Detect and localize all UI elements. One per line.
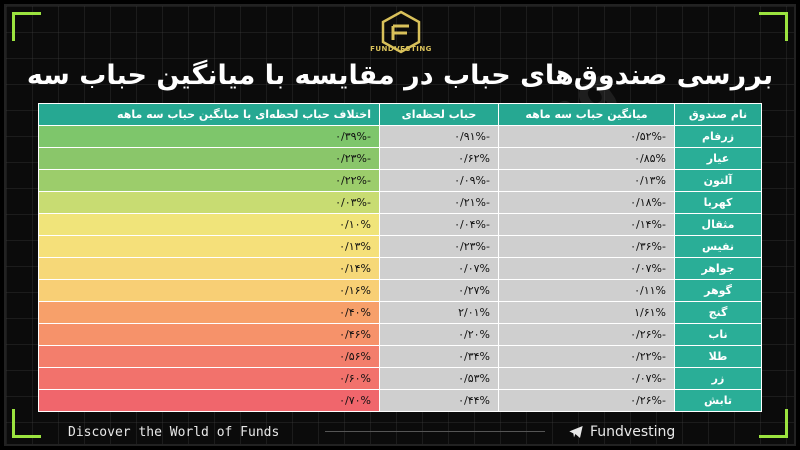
table-row: جواهر -۰/۰۷% ۰/۰۷% ۰/۱۴% [38,257,762,280]
fund-name-cell: جواهر [674,257,762,280]
three-month-average-cell: ۰/۱۳% [498,169,675,192]
three-month-average-cell: -۰/۰۷% [498,367,675,390]
table-row: ناب -۰/۲۶% ۰/۲۰% ۰/۴۶% [38,323,762,346]
table-row: زر -۰/۰۷% ۰/۵۳% ۰/۶۰% [38,367,762,390]
bubble-difference-cell: ۰/۱۰% [38,213,380,236]
header-fund-name: نام صندوق [674,103,762,126]
fund-name-cell: عیار [674,147,762,170]
three-month-average-cell: ۰/۸۵% [498,147,675,170]
three-month-average-cell: ۰/۱۱% [498,279,675,302]
fund-name-cell: نفیس [674,235,762,258]
header-three-month-average: میانگین حباب سه ماهه [498,103,675,126]
corner-accent-bottom-left [12,409,41,438]
three-month-average-cell: -۰/۵۲% [498,125,675,148]
three-month-average-cell: -۰/۱۴% [498,213,675,236]
three-month-average-cell: -۰/۲۶% [498,389,675,412]
bubble-difference-cell: -۰/۰۳% [38,191,380,214]
bubble-difference-cell: ۰/۵۶% [38,345,380,368]
instant-bubble-cell: ۲/۰۱% [379,301,499,324]
fund-name-cell: زر [674,367,762,390]
table-row: آلتون ۰/۱۳% -۰/۰۹% -۰/۲۲% [38,169,762,192]
bubble-difference-cell: ۰/۱۴% [38,257,380,280]
corner-accent-top-right [759,12,788,41]
instant-bubble-cell: -۰/۹۱% [379,125,499,148]
table-row: گوهر ۰/۱۱% ۰/۲۷% ۰/۱۶% [38,279,762,302]
instant-bubble-cell: ۰/۲۷% [379,279,499,302]
bubble-difference-cell: ۰/۴۶% [38,323,380,346]
corner-accent-bottom-right [759,409,788,438]
table-row: کهربا -۰/۱۸% -۰/۲۱% -۰/۰۳% [38,191,762,214]
footer-brand: Fundvesting [568,424,675,440]
instant-bubble-cell: ۰/۶۲% [379,147,499,170]
telegram-icon [569,426,583,438]
header-instant-bubble: حباب لحظه‌ای [379,103,499,126]
three-month-average-cell: -۰/۰۷% [498,257,675,280]
bubble-difference-cell: -۰/۳۹% [38,125,380,148]
instant-bubble-cell: -۰/۰۴% [379,213,499,236]
corner-accent-top-left [12,12,41,41]
page-title: بررسی صندوق‌های حباب در مقایسه با میانگی… [26,60,774,131]
table-row: تابش -۰/۲۶% ۰/۴۴% ۰/۷۰% [38,389,762,412]
instant-bubble-cell: -۰/۰۹% [379,169,499,192]
table-row: مثقال -۰/۱۴% -۰/۰۴% ۰/۱۰% [38,213,762,236]
footer-divider [325,431,545,432]
funds-table: نام صندوق میانگین حباب سه ماهه حباب لحظه… [38,103,762,412]
fund-name-cell: مثقال [674,213,762,236]
bubble-difference-cell: ۰/۴۰% [38,301,380,324]
table-row: نفیس -۰/۳۶% -۰/۲۳% ۰/۱۳% [38,235,762,258]
table-header-row: نام صندوق میانگین حباب سه ماهه حباب لحظه… [38,103,762,126]
fund-name-cell: تابش [674,389,762,412]
three-month-average-cell: -۰/۱۸% [498,191,675,214]
three-month-average-cell: -۰/۳۶% [498,235,675,258]
fund-name-cell: آلتون [674,169,762,192]
table-row: عیار ۰/۸۵% ۰/۶۲% -۰/۲۳% [38,147,762,170]
bubble-difference-cell: ۰/۱۳% [38,235,380,258]
header-bubble-difference: اختلاف حباب لحظه‌ای با میانگین حباب سه م… [38,103,380,126]
bubble-difference-cell: ۰/۶۰% [38,367,380,390]
instant-bubble-cell: ۰/۰۷% [379,257,499,280]
fund-name-cell: گوهر [674,279,762,302]
instant-bubble-cell: -۰/۲۳% [379,235,499,258]
fund-name-cell: زرفام [674,125,762,148]
footer-tagline: Discover the World of Funds [68,425,280,440]
fund-name-cell: طلا [674,345,762,368]
table-row: زرفام -۰/۵۲% -۰/۹۱% -۰/۳۹% [38,125,762,148]
footer-brand-name: Fundvesting [590,424,676,440]
bubble-difference-cell: -۰/۲۳% [38,147,380,170]
fund-name-cell: کهربا [674,191,762,214]
three-month-average-cell: -۰/۲۶% [498,323,675,346]
three-month-average-cell: ۱/۶۱% [498,301,675,324]
fund-name-cell: ناب [674,323,762,346]
instant-bubble-cell: ۰/۵۳% [379,367,499,390]
bubble-difference-cell: ۰/۷۰% [38,389,380,412]
instant-bubble-cell: -۰/۲۱% [379,191,499,214]
table-row: طلا -۰/۲۲% ۰/۳۴% ۰/۵۶% [38,345,762,368]
instant-bubble-cell: ۰/۴۴% [379,389,499,412]
fundvesting-logo-icon [381,10,421,54]
three-month-average-cell: -۰/۲۲% [498,345,675,368]
fund-name-cell: گنج [674,301,762,324]
logo-wordmark: FUNDVESTING [370,45,432,53]
bubble-difference-cell: -۰/۲۲% [38,169,380,192]
instant-bubble-cell: ۰/۳۴% [379,345,499,368]
instant-bubble-cell: ۰/۲۰% [379,323,499,346]
bubble-difference-cell: ۰/۱۶% [38,279,380,302]
table-row: گنج ۱/۶۱% ۲/۰۱% ۰/۴۰% [38,301,762,324]
